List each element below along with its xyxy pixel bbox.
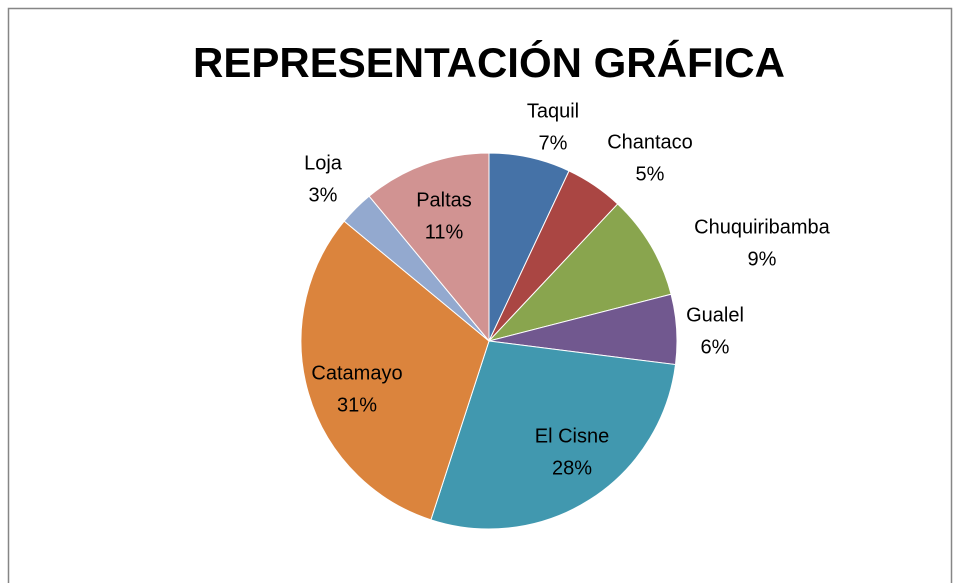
slice-value-label: 11% [425, 221, 464, 243]
slice-value-label: 3% [309, 184, 338, 206]
slice-label: Gualel [686, 304, 744, 326]
slice-label: El Cisne [535, 425, 609, 447]
slice-value-label: 31% [337, 394, 377, 416]
pie-slice [430, 340, 677, 530]
slice-value-label: 5% [636, 163, 665, 185]
slice-label: Loja [304, 152, 343, 174]
chart-title: REPRESENTACIÓN GRÁFICA [193, 38, 785, 86]
slice-value-label: 28% [552, 457, 592, 479]
pie-slice [487, 203, 672, 342]
slice-value-label: 7% [539, 132, 568, 154]
slice-label: Paltas [416, 189, 472, 211]
slice-value-label: 6% [701, 336, 730, 358]
pie-slice [368, 152, 490, 343]
pie-slice [300, 220, 490, 521]
slice-label: Taquil [527, 100, 579, 122]
slice-value-label: 9% [748, 248, 777, 270]
slice-label: Catamayo [311, 362, 402, 384]
slice-label: Chantaco [607, 131, 693, 153]
slice-label: Chuquiribamba [694, 216, 831, 238]
